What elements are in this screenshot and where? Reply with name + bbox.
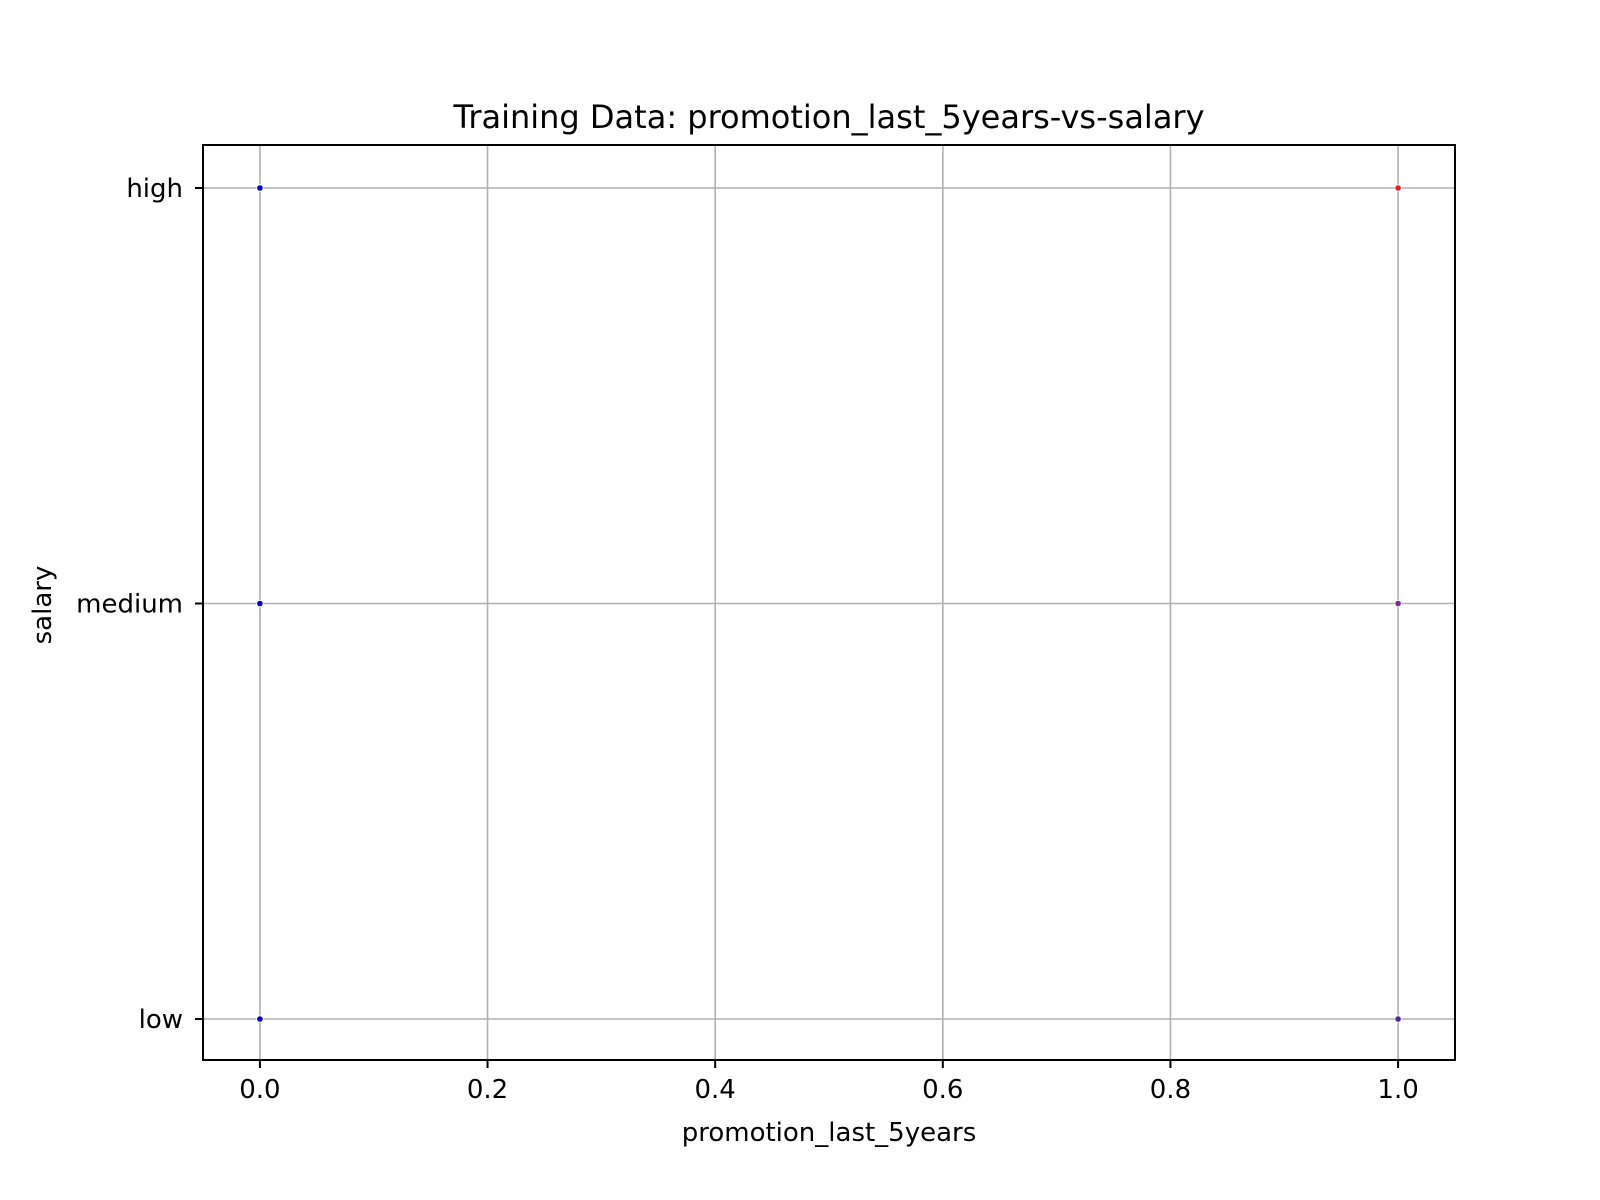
x-tick-label: 0.6 <box>922 1075 963 1105</box>
y-tick-label: low <box>139 1005 183 1035</box>
x-tick-label: 0.2 <box>467 1075 508 1105</box>
plot-frame <box>202 144 1456 1061</box>
axis-ticks: 0.0 0.2 0.4 0.6 0.8 1.0 low medium high <box>76 174 1419 1105</box>
data-point <box>256 184 264 192</box>
y-axis-label: salary <box>28 566 58 645</box>
data-point <box>256 1015 264 1023</box>
data-point <box>1394 184 1402 192</box>
grid <box>203 145 1455 1060</box>
y-tick-label: medium <box>76 590 183 620</box>
chart-title: Training Data: promotion_last_5years-vs-… <box>452 98 1204 136</box>
x-tick-label: 0.8 <box>1150 1075 1191 1105</box>
data-points <box>256 184 1402 1023</box>
y-tick-label: high <box>126 174 183 204</box>
data-point <box>256 599 264 608</box>
x-axis-label: promotion_last_5years <box>682 1118 977 1148</box>
data-point <box>1394 599 1402 608</box>
data-point <box>1394 1015 1402 1023</box>
x-tick-label: 0.0 <box>239 1075 280 1105</box>
x-tick-label: 0.4 <box>695 1075 736 1105</box>
x-tick-label: 1.0 <box>1377 1075 1418 1105</box>
